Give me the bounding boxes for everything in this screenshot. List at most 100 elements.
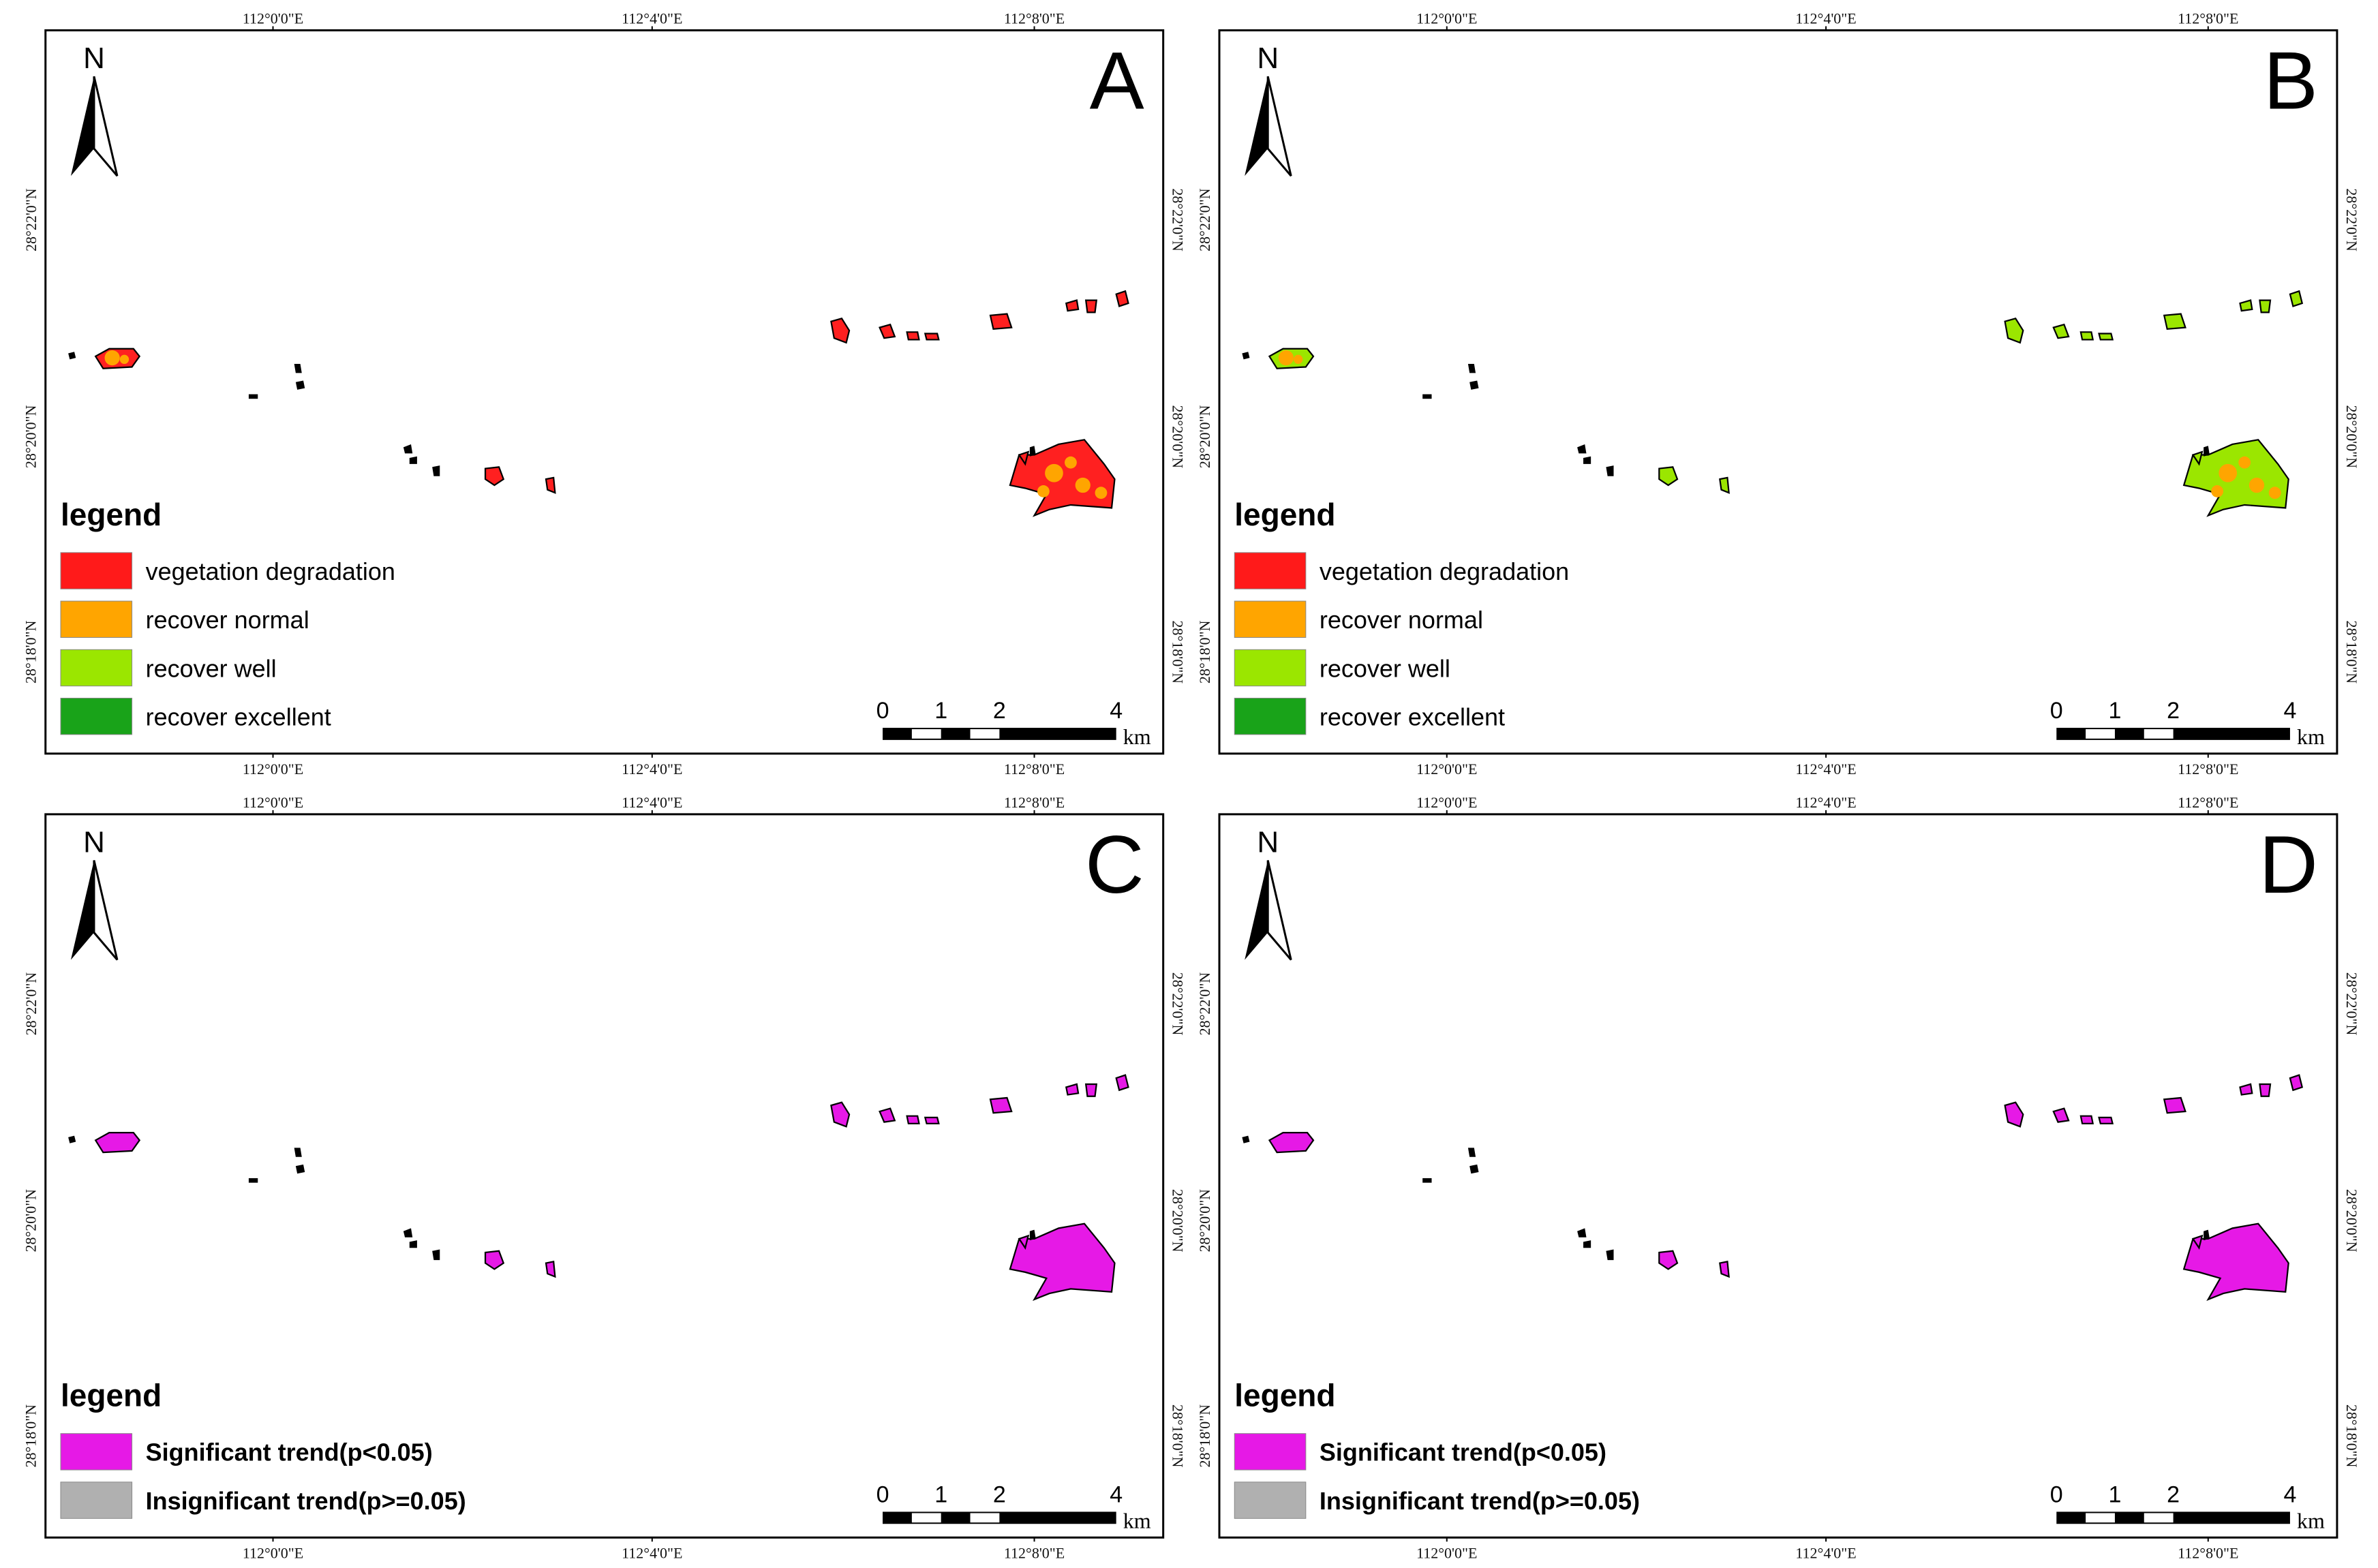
scale-tick-label: 1: [2108, 698, 2121, 724]
legend-swatch: [60, 697, 133, 735]
legend-swatch: [1234, 1481, 1307, 1519]
longitude-label-bottom: 112°4'0"E: [622, 760, 682, 778]
longitude-label-top: 112°4'0"E: [622, 10, 682, 27]
map-panel-c: 112°0'0"E 112°0'0"E 112°4'0"E 112°4'0"E 112°…: [22, 794, 1187, 1561]
north-arrow-icon: N: [70, 826, 119, 961]
scale-tick-label: 1: [934, 698, 947, 724]
patch-polygon: [1009, 439, 1116, 517]
scale-tick-label: 2: [2167, 1481, 2180, 1507]
latitude-label-left: 28°18'0"N: [22, 1404, 40, 1468]
latitude-label-right: 28°18'0"N: [1170, 1404, 1187, 1468]
longitude-label-bottom: 112°8'0"E: [2178, 760, 2238, 778]
legend-swatch: [60, 1481, 133, 1519]
patch-accent: [1095, 487, 1108, 499]
panel-letter: A: [1090, 35, 1144, 127]
patch-polygon: [2004, 1101, 2024, 1128]
patch-speck: [409, 456, 417, 464]
scale-tick-label: 0: [2050, 1481, 2063, 1507]
latitude-label-left: 28°22'0"N: [1196, 188, 1213, 251]
longitude-label-bottom: 112°8'0"E: [1004, 760, 1065, 778]
scale-tick-label: 1: [934, 1481, 947, 1507]
longitude-label-top: 112°0'0"E: [1416, 794, 1477, 811]
scale-tick-label: 0: [2050, 698, 2063, 724]
scale-unit-label: km: [2297, 724, 2325, 749]
scale-bar: 0 1 2 4km: [876, 698, 1151, 749]
longitude-label-bottom: 112°4'0"E: [1795, 1544, 1856, 1561]
patch-speck: [294, 1148, 302, 1157]
patch-polygon: [989, 1096, 1013, 1114]
patch-polygon: [1065, 299, 1080, 312]
patch-speck: [2204, 446, 2210, 457]
patch-polygon: [830, 317, 851, 344]
longitude-label-top: 112°0'0"E: [1416, 10, 1477, 27]
legend-swatch: [1234, 697, 1307, 735]
latitude-label-left: 28°18'0"N: [22, 620, 40, 683]
patch-speck: [1467, 364, 1476, 373]
patch-polygon: [2191, 450, 2204, 466]
patch-speck: [294, 364, 302, 373]
latitude-label-left: 28°22'0"N: [22, 188, 40, 251]
latitude-label-left: 28°20'0"N: [1196, 405, 1213, 468]
patch-polygon: [1009, 1223, 1116, 1302]
patch-polygon: [879, 323, 896, 339]
patch-polygon: [906, 1115, 920, 1124]
vegetation-patches: [1242, 290, 2304, 517]
patch-speck: [248, 394, 258, 399]
latitude-label-right: 28°18'0"N: [1170, 620, 1187, 683]
patch-polygon: [2052, 323, 2070, 339]
panel-letter: D: [2259, 819, 2318, 910]
longitude-label-top: 112°8'0"E: [2178, 10, 2238, 27]
patch-polygon: [545, 476, 556, 494]
longitude-label-bottom: 112°4'0"E: [622, 1544, 682, 1561]
longitude-label-bottom: 112°0'0"E: [1416, 760, 1477, 778]
longitude-label-top: 112°4'0"E: [1795, 794, 1856, 811]
scale-bar: 0 1 2 4km: [2050, 1481, 2325, 1533]
patch-polygon: [2182, 1223, 2289, 1302]
patch-accent: [104, 350, 120, 366]
patch-polygon: [2004, 317, 2024, 344]
patch-polygon: [2052, 1107, 2070, 1123]
latitude-label-left: 28°18'0"N: [1196, 1404, 1213, 1468]
patch-speck: [1583, 1240, 1591, 1248]
patch-speck: [1242, 352, 1250, 360]
patch-polygon: [2289, 290, 2304, 307]
legend-swatch: [1234, 649, 1307, 687]
patch-speck: [248, 1178, 258, 1183]
patch-speck: [1467, 1148, 1476, 1157]
panel-frame: [44, 29, 1165, 755]
patch-polygon: [1084, 299, 1098, 313]
patch-accent: [1037, 485, 1050, 497]
patch-polygon: [2163, 313, 2186, 330]
patch-polygon: [2191, 1234, 2204, 1250]
legend-title: legend: [61, 497, 162, 532]
vegetation-patches: [68, 290, 1129, 517]
patch-speck: [1469, 1164, 1479, 1174]
patch-accent: [2249, 477, 2265, 493]
longitude-label-bottom: 112°4'0"E: [1795, 760, 1856, 778]
scale-unit-label: km: [1123, 1508, 1151, 1533]
patch-speck: [1583, 456, 1591, 464]
latitude-label-right: 28°18'0"N: [2343, 620, 2360, 683]
patch-polygon: [1115, 290, 1129, 307]
patch-speck: [403, 444, 413, 454]
patch-polygon: [1658, 1250, 1679, 1270]
map-legend: legend Significant trend(p<0.05) Insignifi…: [60, 1378, 466, 1519]
map-legend: legend vegetation degradation recover norm…: [60, 497, 395, 735]
patch-speck: [1422, 394, 1432, 399]
longitude-label-bottom: 112°8'0"E: [1004, 1544, 1065, 1561]
panel-letter: C: [1085, 819, 1144, 910]
map-panel-a: 112°0'0"E 112°0'0"E 112°4'0"E 112°4'0"E 112°…: [22, 10, 1187, 778]
patch-speck: [68, 352, 76, 360]
latitude-label-right: 28°20'0"N: [1170, 1189, 1187, 1252]
legend-title: legend: [61, 1378, 162, 1413]
scale-unit-label: km: [1123, 724, 1151, 749]
patch-polygon: [484, 1250, 505, 1270]
longitude-label-top: 112°0'0"E: [243, 10, 303, 27]
patch-speck: [1577, 1228, 1587, 1238]
legend-swatch: [1234, 552, 1307, 589]
patch-speck: [1469, 380, 1479, 390]
longitude-label-top: 112°4'0"E: [622, 794, 682, 811]
patch-speck: [432, 465, 440, 476]
scale-bar: 0 1 2 4km: [2050, 698, 2325, 749]
